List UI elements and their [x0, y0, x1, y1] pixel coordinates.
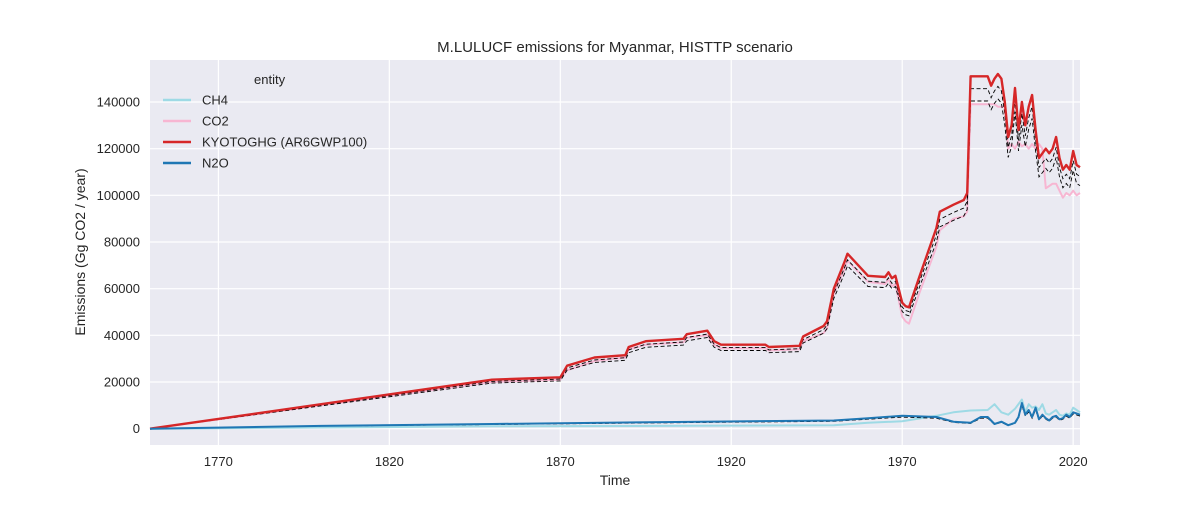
legend-label-kyotoghg-ar6gwp100: KYOTOGHG (AR6GWP100): [202, 135, 367, 150]
x-tick-label: 1970: [888, 454, 917, 469]
y-tick-label: 20000: [104, 375, 140, 390]
y-tick-label: 80000: [104, 235, 140, 250]
y-tick-label: 120000: [97, 141, 140, 156]
y-tick-label: 0: [133, 421, 140, 436]
y-tick-label: 140000: [97, 95, 140, 110]
legend-label-co2: CO2: [202, 114, 229, 129]
x-tick-label: 1870: [546, 454, 575, 469]
legend-title: entity: [254, 72, 286, 87]
kyotoghg-lower-bound-line: [149, 98, 1081, 430]
x-axis-label: Time: [600, 472, 631, 488]
kyotoghg-upper-bound-line: [149, 85, 1081, 430]
y-tick-label: 60000: [104, 281, 140, 296]
legend-label-ch4: CH4: [202, 93, 228, 108]
legend: entity CH4 CO2 KYOTOGHG (AR6GWP100) N2O: [163, 72, 367, 171]
x-tick-label: 1920: [717, 454, 746, 469]
series-lines: [149, 72, 1081, 430]
y-tick-label: 100000: [97, 188, 140, 203]
series-line-co2: [149, 103, 1081, 430]
y-tick-label: 40000: [104, 328, 140, 343]
plot-area: [150, 60, 1080, 445]
axis-ticks: 1770 1820 1870 1920 1970 2020 0 20000 40000 60000…: [97, 95, 1088, 470]
legend-label-n2o: N2O: [202, 156, 229, 171]
series-line-n2o: [149, 402, 1081, 430]
y-axis-label: Emissions (Gg CO2 / year): [72, 168, 88, 335]
series-line-kyotoghg-ar6gwp100: [149, 72, 1081, 430]
x-tick-label: 2020: [1059, 454, 1088, 469]
x-tick-label: 1820: [375, 454, 404, 469]
grid-lines: [150, 60, 1080, 445]
chart-title: M.LULUCF emissions for Myanmar, HISTTP s…: [437, 39, 793, 56]
x-tick-label: 1770: [204, 454, 233, 469]
